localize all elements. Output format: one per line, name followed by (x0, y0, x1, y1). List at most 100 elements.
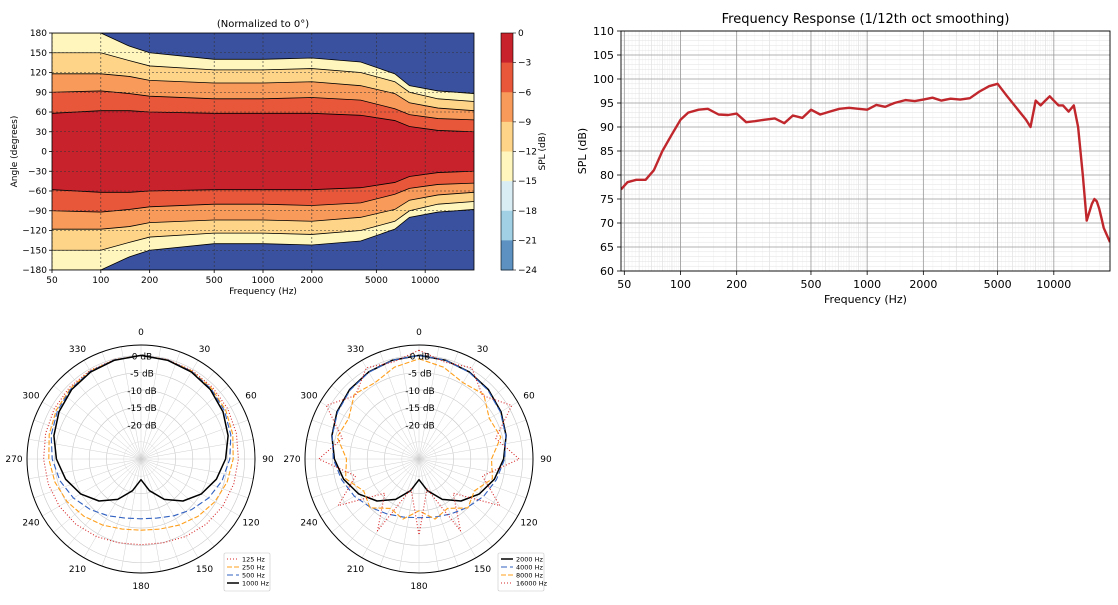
polar1-spoke (140, 458, 181, 567)
heatmap-ytick-label: 60 (36, 108, 48, 118)
fr-ytick-label: 80 (600, 169, 614, 182)
polar1-radial-label: -10 dB (127, 387, 156, 397)
colorbar-segment-4 (501, 151, 513, 182)
polar1-spoke (83, 360, 142, 460)
polar2-spoke (418, 360, 477, 460)
colorbar-segment-6 (501, 210, 513, 241)
polar1-radial-label: -20 dB (127, 421, 156, 431)
heatmap-ytick-label: −90 (28, 207, 47, 217)
colorbar-segment-2 (501, 92, 513, 123)
heatmap-contour--15-down (52, 209, 474, 270)
fr-xtick-label: 50 (617, 278, 631, 291)
polar2-radial-label: -5 dB (408, 370, 432, 380)
fr-ytick-label: 75 (600, 193, 614, 206)
fr-ytick-label: 85 (600, 145, 614, 158)
fr-ytick-label: 110 (593, 25, 614, 38)
polar2-spoke (418, 346, 440, 460)
colorbar-segment-1 (501, 62, 513, 93)
fr-xtick-label: 200 (726, 278, 747, 291)
polar1-outer-frame (26, 344, 256, 574)
polar1-series-1 (48, 354, 234, 531)
polar2-spoke (418, 371, 493, 460)
colorbar-tick-label: −24 (518, 266, 537, 276)
polar2-spoke (418, 458, 459, 567)
heatmap-contour--3-down (52, 170, 474, 193)
polar1-spoke (33, 458, 142, 499)
polar2-spoke (379, 351, 420, 460)
heatmap-ytick-label: −150 (22, 246, 47, 256)
fr-xtick-label: 2000 (909, 278, 937, 291)
fr-xtick-label: 1000 (853, 278, 881, 291)
polar2-spoke (418, 385, 507, 460)
heatmap-ytick-label: −60 (28, 187, 47, 197)
polar2-spoke (418, 458, 493, 547)
polar2-legend-label-0: 2000 Hz (516, 556, 543, 564)
polar1-legend-label-2: 500 Hz (242, 572, 265, 580)
polar1-spoke (140, 458, 162, 572)
colorbar-label: SPL (dB) (538, 133, 548, 171)
polar2-angle-label: 0 (416, 328, 422, 338)
heatmap-xtick-label: 50 (46, 276, 58, 286)
polar1-angle-label: 120 (242, 519, 259, 529)
polar1-angle-label: 180 (132, 582, 149, 592)
heatmap-xlabel: Frequency (Hz) (229, 287, 297, 297)
colorbar-tick-label: 0 (518, 29, 524, 39)
polar2-angle-label: 150 (474, 565, 491, 575)
colorbar-tick-label: −18 (518, 207, 537, 217)
polar2-spoke (418, 458, 518, 517)
polar1-radial-label: -5 dB (130, 370, 154, 380)
polar2-spoke (418, 458, 532, 480)
polar2-outer-frame (304, 344, 534, 574)
polar1-legend-label-3: 1000 Hz (242, 580, 269, 588)
colorbar-tick-label: −12 (518, 148, 537, 158)
heatmap-xtick-label: 1000 (252, 276, 275, 286)
fr-title: Frequency Response (1/12th oct smoothing… (722, 12, 1010, 27)
fr-ytick-label: 105 (593, 49, 614, 62)
heatmap-plot-area (52, 33, 474, 270)
polar1-spoke (140, 360, 199, 460)
polar2-radial-label: 0 dB (410, 352, 430, 362)
polar2-spoke (306, 458, 420, 480)
polar1-spoke (83, 458, 142, 558)
heatmap-contour--12-down (52, 201, 474, 251)
polar2-legend-label-2: 8000 Hz (516, 572, 543, 580)
colorbar-tick-label: −6 (518, 88, 532, 98)
polar1-legend-label-0: 125 Hz (242, 556, 265, 564)
polar2-spoke (361, 360, 420, 460)
polar2-angle-label: 330 (347, 345, 364, 355)
polar2-angle-label: 30 (477, 345, 489, 355)
polar2-legend-frame (497, 552, 545, 592)
polar1-angle-label: 210 (69, 565, 86, 575)
fr-xtick-label: 10000 (1036, 278, 1071, 291)
polar2-spoke (311, 458, 420, 499)
polar1-spoke (140, 458, 229, 533)
polar1-spoke (67, 371, 142, 460)
polar2-spoke (345, 458, 420, 547)
polar2-spoke (418, 419, 527, 460)
heatmap-ytick-label: 180 (30, 29, 47, 39)
polar2-series-1 (331, 354, 507, 519)
colorbar-segment-7 (501, 240, 513, 271)
heatmap-contour--9-up (52, 73, 474, 112)
fr-xlabel: Frequency (Hz) (824, 293, 907, 306)
colorbar-tick-label: −9 (518, 118, 532, 128)
polar1-spoke (120, 458, 142, 572)
heatmap-xtick-label: 5000 (365, 276, 388, 286)
heatmap-ytick-label: −180 (22, 266, 47, 276)
heatmap-xtick-label: 100 (92, 276, 109, 286)
fr-ytick-label: 65 (600, 241, 614, 254)
colorbar-segment-3 (501, 121, 513, 152)
polar1-series-3 (53, 354, 229, 502)
polar1-spoke (28, 458, 142, 480)
polar1-legend-frame (223, 552, 271, 592)
polar1-angle-label: 330 (69, 345, 86, 355)
polar1-spoke (101, 351, 142, 460)
polar1-angle-label: 30 (199, 345, 211, 355)
polar2-legend-label-1: 4000 Hz (516, 564, 543, 572)
polar2-angle-label: 120 (520, 519, 537, 529)
polar2-series-2 (336, 358, 502, 520)
heatmap-ytick-label: 30 (36, 128, 48, 138)
polar2-angle-label: 240 (300, 519, 317, 529)
polar2-angle-label: 270 (283, 455, 300, 465)
fr-ylabel: SPL (dB) (576, 128, 589, 174)
